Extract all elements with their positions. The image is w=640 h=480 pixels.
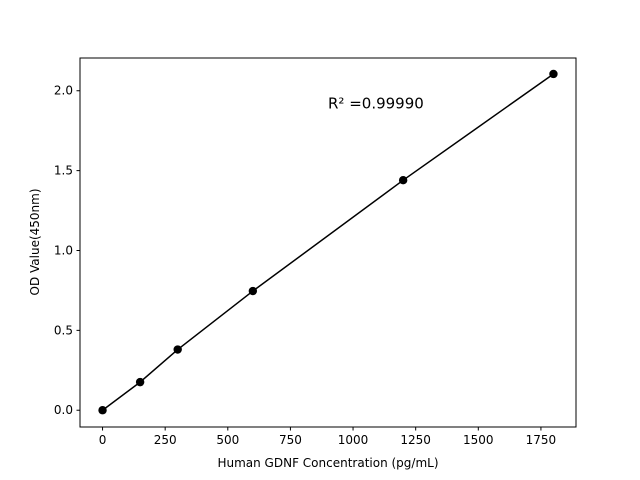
data-point: [135, 377, 145, 387]
x-tick-label: 0: [99, 433, 107, 447]
data-point: [173, 345, 182, 354]
y-axis-label: OD Value(450nm): [28, 188, 42, 295]
x-tick-label: 250: [154, 433, 177, 447]
data-point: [549, 69, 558, 79]
y-axis: 0.0 0.5 1.0 1.5 2.0: [54, 84, 80, 417]
x-tick-label: 1500: [463, 433, 494, 447]
x-axis: 0 250 500 750 1000 1250 1500 1750: [99, 427, 556, 447]
x-tick-label: 750: [279, 433, 302, 447]
data-point: [98, 406, 107, 415]
y-tick-label: 0.0: [54, 403, 73, 417]
data-point: [398, 176, 408, 185]
r-squared-annotation: R² =0.99990: [328, 94, 424, 112]
axes-frame: [79, 57, 577, 428]
y-tick-label: 0.5: [54, 323, 73, 337]
y-tick-label: 2.0: [54, 84, 73, 98]
y-tick-label: 1.5: [54, 164, 73, 178]
y-tick-label: 1.0: [54, 243, 73, 257]
series-line: [102, 73, 554, 411]
x-tick-label: 1750: [526, 433, 557, 447]
x-tick-label: 1000: [338, 433, 369, 447]
x-tick-label: 500: [216, 433, 239, 447]
x-tick-label: 1250: [400, 433, 431, 447]
plot-area: [98, 69, 558, 415]
data-point: [248, 286, 258, 296]
x-axis-label: Human GDNF Concentration (pg/mL): [217, 456, 438, 470]
